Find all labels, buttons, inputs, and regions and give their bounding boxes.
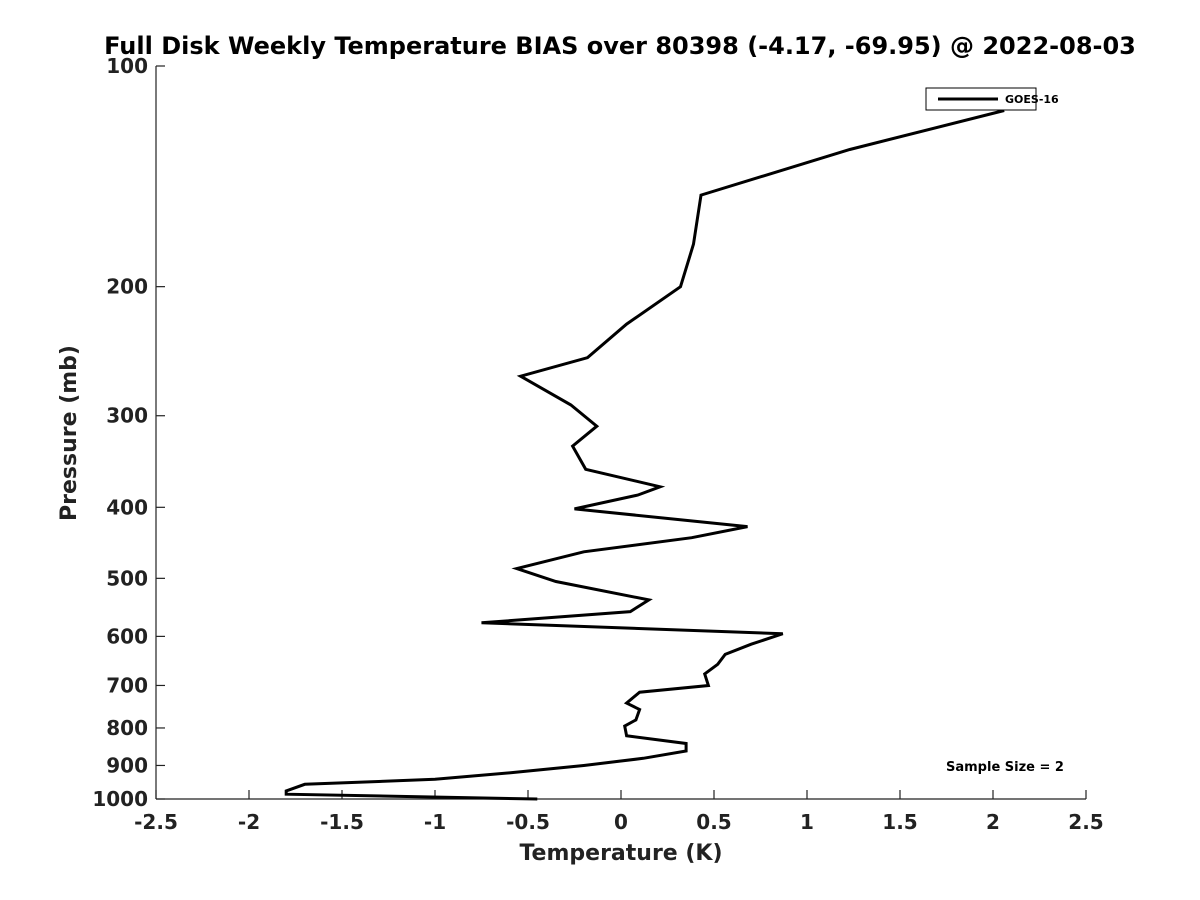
x-tick-label: 2 — [986, 810, 1000, 834]
chart-figure: Full Disk Weekly Temperature BIAS over 8… — [0, 0, 1200, 900]
y-tick-label: 400 — [106, 495, 148, 519]
x-tick-label: -1 — [424, 810, 446, 834]
x-axis-label: Temperature (K) — [519, 841, 722, 866]
x-tick-label: -2.5 — [134, 810, 178, 834]
x-tick-label: -0.5 — [506, 810, 550, 834]
x-tick-label: 1.5 — [882, 810, 917, 834]
y-tick-label: 300 — [106, 404, 148, 428]
x-tick-label: 0 — [614, 810, 628, 834]
x-tick-label: 2.5 — [1068, 810, 1103, 834]
x-tick-label: 1 — [800, 810, 814, 834]
y-axis-label: Pressure (mb) — [57, 345, 82, 521]
y-tick-label: 100 — [106, 54, 148, 78]
chart-title: Full Disk Weekly Temperature BIAS over 8… — [104, 32, 1136, 60]
y-tick-label: 500 — [106, 566, 148, 590]
y-tick-label: 900 — [106, 753, 148, 777]
y-tick-label: 1000 — [92, 787, 148, 811]
y-tick-label: 600 — [106, 624, 148, 648]
x-tick-label: -1.5 — [320, 810, 364, 834]
y-tick-label: 700 — [106, 673, 148, 697]
y-tick-label: 200 — [106, 275, 148, 299]
y-tick-label: 800 — [106, 716, 148, 740]
sample-size-annotation: Sample Size = 2 — [946, 760, 1064, 775]
x-tick-label: -2 — [238, 810, 260, 834]
legend-entry-goes-16: GOES-16 — [1005, 93, 1059, 106]
x-tick-label: 0.5 — [696, 810, 731, 834]
